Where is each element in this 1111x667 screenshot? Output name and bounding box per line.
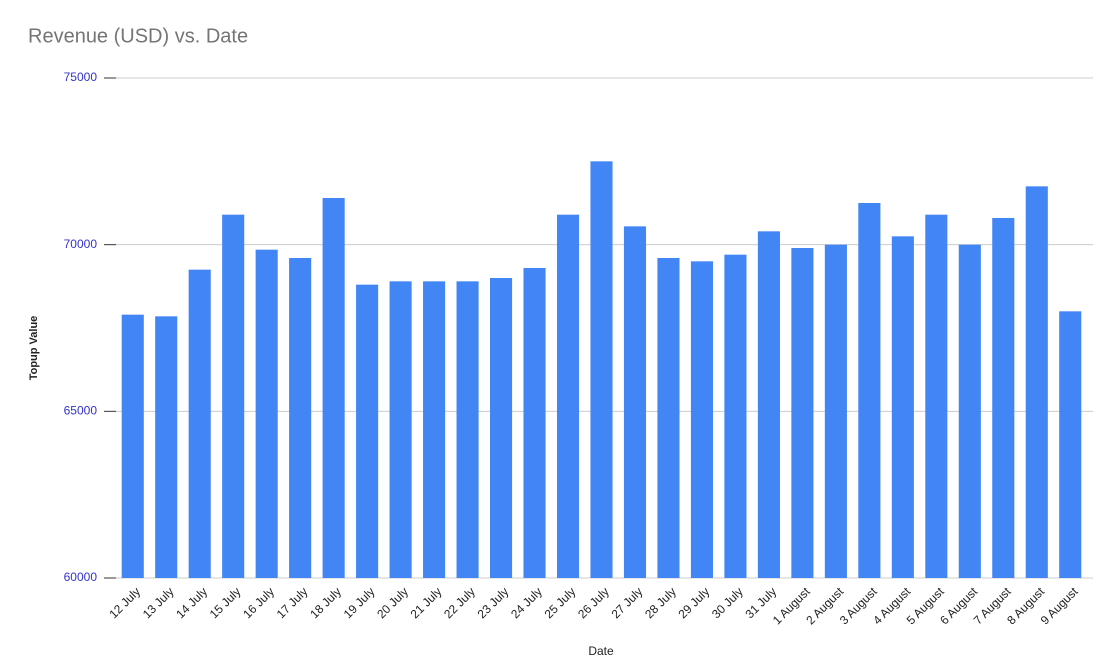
bar	[690, 261, 713, 578]
x-tick-label: 17 July	[274, 584, 311, 621]
bar	[523, 268, 546, 578]
bar	[423, 281, 446, 578]
x-tick-label: 15 July	[207, 584, 244, 621]
bar	[925, 214, 948, 578]
x-tick-label: 26 July	[575, 584, 612, 621]
bar	[289, 258, 312, 578]
bar	[824, 244, 847, 578]
x-tick-label: 16 July	[240, 584, 277, 621]
x-tick-label: 18 July	[307, 584, 344, 621]
bar	[222, 214, 245, 578]
bar	[791, 248, 814, 578]
x-tick-label: 20 July	[374, 584, 411, 621]
x-tick-label: 29 July	[676, 584, 713, 621]
x-tick-label: 27 July	[609, 584, 646, 621]
bar	[891, 236, 914, 579]
y-tick-label: 75000	[64, 70, 98, 84]
x-tick-label: 25 July	[542, 584, 579, 621]
bar	[356, 284, 379, 578]
x-tick-label: 13 July	[140, 584, 177, 621]
bar	[590, 161, 613, 579]
x-tick-label: 14 July	[173, 584, 210, 621]
bar	[322, 198, 345, 578]
x-axis-title: Date	[588, 644, 614, 658]
bar	[657, 258, 680, 578]
bar	[490, 278, 513, 578]
chart-title: Revenue (USD) vs. Date	[28, 25, 248, 47]
bar	[858, 203, 881, 578]
bar	[389, 281, 412, 578]
x-tick-label: 21 July	[408, 584, 445, 621]
y-axis-title: Topup Value	[28, 316, 40, 381]
bar	[724, 254, 747, 578]
y-tick-label: 65000	[64, 404, 98, 418]
bar	[1059, 311, 1082, 578]
bar	[958, 244, 981, 578]
bar	[121, 314, 144, 578]
x-tick-label: 22 July	[441, 584, 478, 621]
x-tick-label: 23 July	[475, 584, 512, 621]
x-tick-label: 12 July	[106, 584, 143, 621]
bar	[456, 281, 479, 578]
bar	[992, 218, 1015, 578]
bar	[623, 226, 647, 579]
x-tick-label: 9 August	[1038, 584, 1081, 627]
bar	[556, 214, 580, 578]
bar	[155, 316, 178, 578]
y-tick-label: 70000	[64, 237, 98, 251]
x-tick-label: 30 July	[709, 584, 746, 621]
bar	[1025, 186, 1048, 579]
x-tick-label: 24 July	[508, 584, 545, 621]
bar	[757, 231, 780, 579]
x-tick-label: 19 July	[341, 584, 378, 621]
bar	[188, 269, 211, 578]
x-tick-label: 28 July	[642, 584, 679, 621]
y-tick-label: 60000	[64, 570, 98, 584]
bar	[255, 249, 278, 578]
